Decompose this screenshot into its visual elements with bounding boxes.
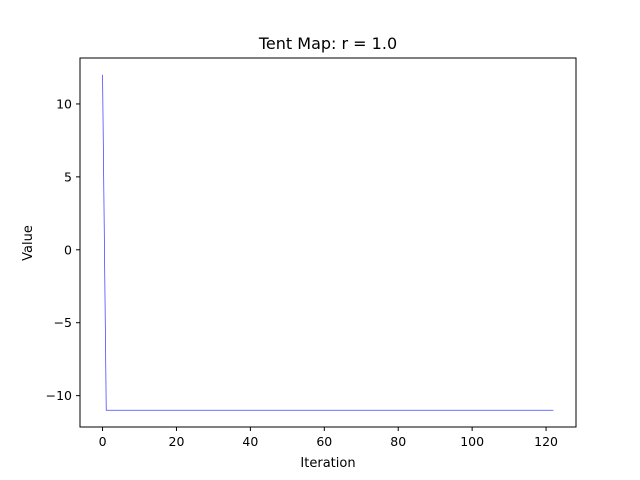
y-tick-label: 10 [56, 96, 72, 111]
chart-title: Tent Map: r = 1.0 [258, 34, 397, 53]
y-tick-label: −10 [46, 388, 72, 403]
plot-area [79, 57, 577, 428]
x-tick-label: 80 [390, 434, 406, 449]
x-tick-label: 120 [534, 434, 558, 449]
x-tick-label: 100 [460, 434, 484, 449]
y-tick-label: 0 [64, 242, 72, 257]
x-tick-label: 20 [169, 434, 185, 449]
series-layer [102, 74, 554, 411]
y-tick-label: 5 [64, 169, 72, 184]
x-axis-label: Iteration [300, 456, 355, 471]
axes-background [80, 58, 576, 427]
y-axis: −10 −5 0 5 10 [46, 96, 80, 403]
x-tick-label: 60 [316, 434, 332, 449]
axes-frame [79, 57, 577, 428]
x-axis: 0 20 40 60 80 100 120 [99, 427, 558, 449]
x-tick-label: 40 [242, 434, 258, 449]
x-tick-label: 0 [99, 434, 107, 449]
series-line [102, 74, 554, 411]
y-axis-label: Value [21, 225, 36, 261]
y-tick-label: −5 [54, 315, 72, 330]
